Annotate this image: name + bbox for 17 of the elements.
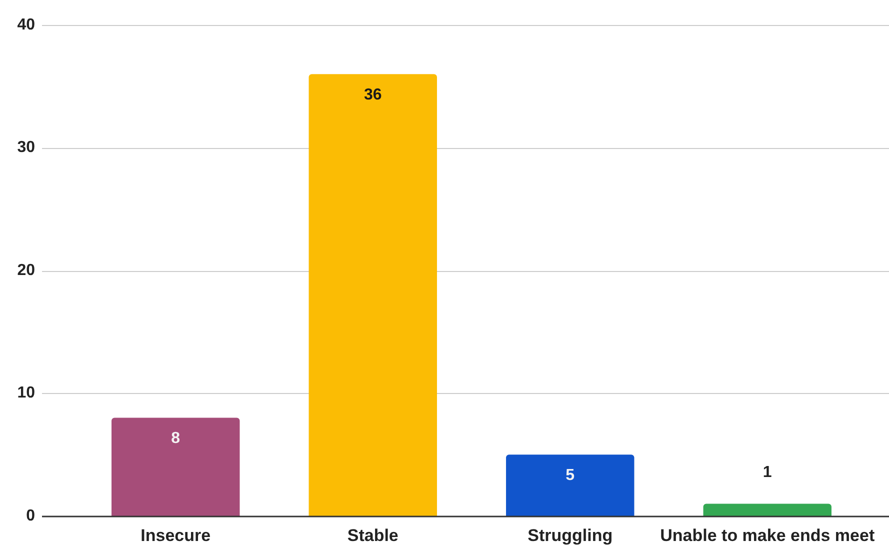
- y-tick-label: 0: [26, 507, 36, 524]
- y-tick-label: 30: [17, 139, 36, 156]
- data-label: 5: [566, 467, 575, 484]
- bar: [308, 74, 437, 516]
- bar: [506, 454, 634, 516]
- y-tick-label: 10: [17, 384, 36, 402]
- x-tick-label: Struggling: [528, 526, 613, 545]
- x-tick-label: Insecure: [140, 526, 211, 545]
- x-tick-label: Stable: [347, 526, 398, 545]
- data-label: 1: [762, 464, 772, 482]
- data-label: 8: [171, 430, 180, 448]
- bar: [112, 418, 240, 516]
- bar: [703, 504, 832, 516]
- y-tick-label: 40: [17, 16, 36, 34]
- y-tick-label: 20: [17, 262, 36, 279]
- data-label: 36: [364, 86, 382, 104]
- x-tick-label: Unable to make ends meet: [660, 526, 875, 545]
